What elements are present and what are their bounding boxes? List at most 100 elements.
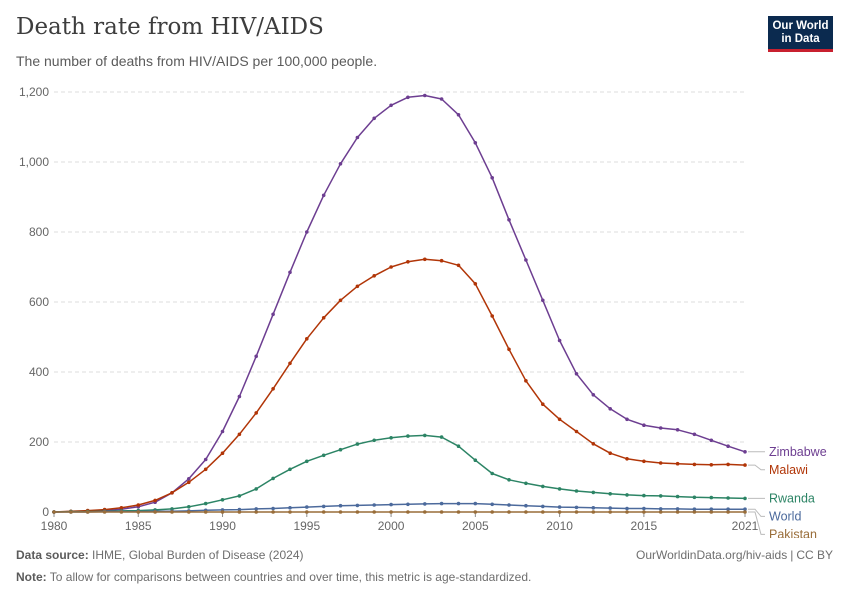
data-point-rwanda	[473, 458, 478, 463]
data-point-pakistan	[541, 510, 545, 514]
data-point-zimbabwe	[254, 354, 258, 359]
data-point-malawi	[709, 463, 714, 467]
data-point-zimbabwe	[220, 429, 225, 434]
data-point-zimbabwe	[743, 450, 747, 454]
data-point-malawi	[456, 263, 461, 268]
data-point-pakistan	[557, 510, 562, 514]
data-point-world	[541, 504, 545, 509]
data-point-malawi	[423, 257, 427, 262]
data-point-rwanda	[490, 471, 495, 476]
data-point-rwanda	[608, 492, 612, 496]
data-point-zimbabwe	[338, 162, 343, 166]
data-point-world	[456, 501, 461, 506]
data-point-zimbabwe	[187, 477, 191, 481]
data-point-rwanda	[355, 442, 360, 446]
data-point-malawi	[305, 337, 309, 341]
data-point-pakistan	[321, 510, 326, 514]
data-point-malawi	[237, 432, 242, 437]
y-tick-label: 800	[29, 225, 49, 239]
series-label-rwanda: Rwanda	[769, 491, 815, 505]
data-point-pakistan	[642, 510, 646, 514]
data-point-rwanda	[288, 467, 292, 472]
data-point-pakistan	[254, 510, 258, 514]
data-point-world	[288, 506, 292, 510]
owid-logo[interactable]: Our World in Data	[768, 16, 833, 52]
data-point-zimbabwe	[456, 113, 461, 117]
data-point-malawi	[557, 417, 562, 422]
data-point-rwanda	[220, 498, 225, 502]
data-point-pakistan	[456, 510, 461, 514]
data-point-world	[524, 503, 528, 508]
series-line-malawi	[53, 258, 746, 513]
series-line-rwanda	[53, 434, 746, 513]
data-point-world	[658, 507, 663, 511]
y-tick-label: 600	[29, 295, 49, 309]
data-point-malawi	[119, 506, 124, 510]
data-point-rwanda	[557, 487, 562, 491]
data-point-world	[473, 501, 478, 506]
data-point-zimbabwe	[726, 444, 730, 449]
data-point-malawi	[338, 298, 343, 303]
x-tick-label: 1995	[293, 519, 320, 533]
x-tick-label: 1980	[41, 519, 68, 533]
data-point-zimbabwe	[271, 312, 275, 317]
data-point-rwanda	[658, 494, 663, 498]
data-point-malawi	[153, 498, 157, 503]
data-point-rwanda	[254, 487, 258, 491]
data-point-rwanda	[507, 478, 511, 482]
axes: 0 200 400 600 800 1,000 1,200 1980 1985 1990 1995 2…	[19, 85, 759, 533]
data-point-zimbabwe	[608, 407, 612, 411]
data-point-pakistan	[338, 510, 343, 514]
data-point-pakistan	[389, 510, 393, 514]
license-text: CC BY	[796, 548, 833, 562]
source-link[interactable]: OurWorldinData.org/hiv-aids | CC BY	[636, 548, 833, 562]
data-point-pakistan	[473, 510, 478, 514]
data-point-pakistan	[237, 510, 242, 514]
data-point-pakistan	[524, 510, 528, 514]
data-point-rwanda	[423, 433, 427, 438]
y-tick-label: 200	[29, 435, 49, 449]
data-point-rwanda	[389, 436, 393, 440]
series-lines	[52, 93, 747, 514]
data-point-zimbabwe	[642, 423, 646, 428]
data-point-rwanda	[574, 489, 579, 493]
chart-title: Death rate from HIV/AIDS	[16, 14, 324, 40]
data-point-malawi	[170, 491, 174, 495]
x-tick-label: 2021	[732, 519, 759, 533]
data-point-malawi	[524, 379, 528, 383]
data-point-pakistan	[743, 510, 747, 514]
data-point-malawi	[726, 462, 730, 467]
data-point-zimbabwe	[406, 95, 410, 100]
data-point-malawi	[220, 451, 225, 456]
data-point-pakistan	[288, 510, 292, 514]
data-point-zimbabwe	[675, 428, 680, 432]
note-label: Note:	[16, 570, 47, 584]
data-point-zimbabwe	[490, 176, 495, 180]
y-tick-label: 1,200	[19, 85, 49, 99]
note-text: To allow for comparisons between countri…	[49, 570, 532, 584]
data-point-zimbabwe	[658, 426, 663, 430]
data-point-zimbabwe	[439, 97, 444, 101]
data-point-zimbabwe	[709, 438, 714, 443]
data-point-rwanda	[709, 495, 714, 500]
data-point-zimbabwe	[591, 393, 596, 397]
data-point-world	[591, 506, 596, 510]
data-source-label: Data source:	[16, 548, 89, 562]
data-point-malawi	[490, 314, 495, 318]
data-point-pakistan	[187, 510, 191, 514]
data-point-rwanda	[187, 505, 191, 509]
data-point-world	[709, 507, 714, 512]
data-point-malawi	[321, 316, 326, 320]
data-point-malawi	[187, 480, 191, 485]
data-point-pakistan	[203, 510, 208, 514]
data-point-world	[372, 503, 377, 507]
data-point-zimbabwe	[524, 258, 528, 262]
data-point-rwanda	[743, 496, 747, 501]
data-point-zimbabwe	[541, 298, 545, 303]
data-point-zimbabwe	[574, 372, 579, 376]
data-point-malawi	[271, 387, 275, 391]
data-point-zimbabwe	[288, 270, 292, 275]
data-point-malawi	[642, 459, 646, 464]
data-point-rwanda	[591, 490, 596, 495]
data-point-pakistan	[423, 510, 427, 514]
